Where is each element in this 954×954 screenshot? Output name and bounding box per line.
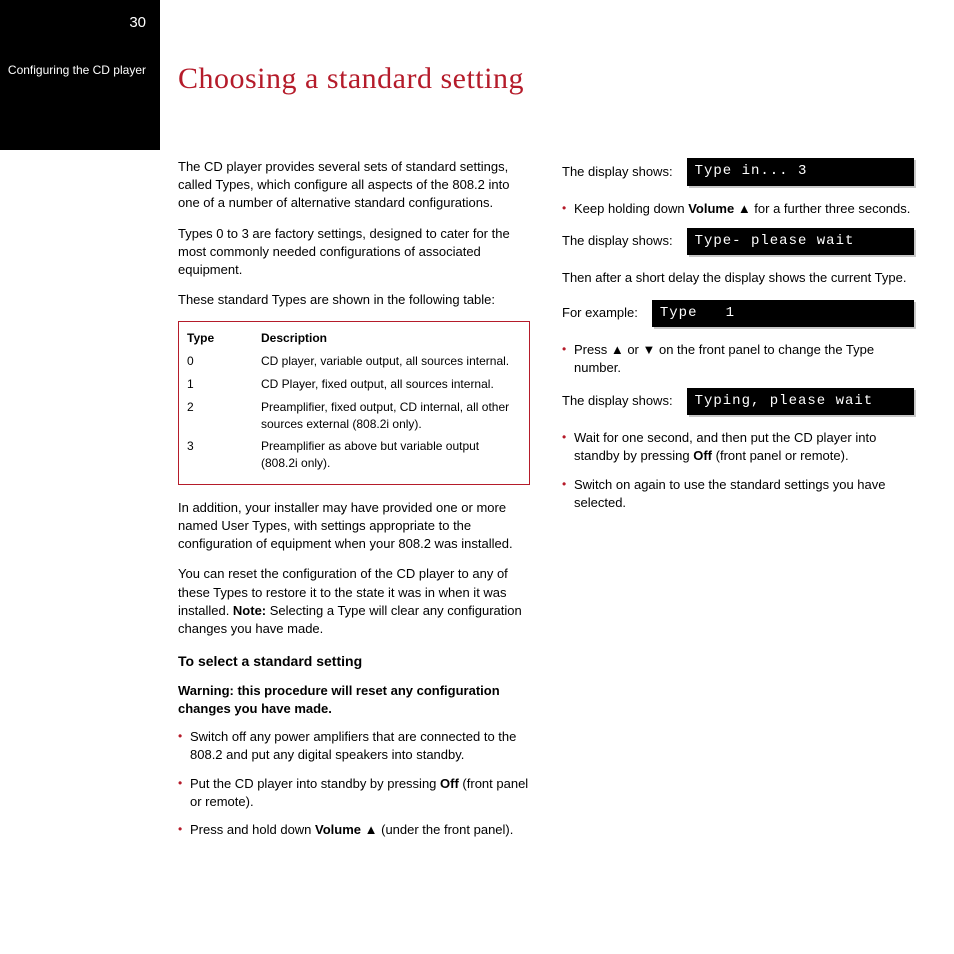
display-row: The display shows: Typing, please wait	[562, 388, 914, 416]
list-item-text: Switch on again to use the standard sett…	[574, 476, 914, 512]
list-item: • Put the CD player into standby by pres…	[178, 775, 530, 811]
display-row: For example: Type 1	[562, 300, 914, 328]
list-item-text: Wait for one second, and then put the CD…	[574, 429, 914, 465]
intro-paragraph: The CD player provides several sets of s…	[178, 158, 530, 213]
display-screen: Type in... 3	[687, 158, 914, 186]
list-item-text: Press ▲ or ▼ on the front panel to chang…	[574, 341, 914, 377]
display-label: The display shows:	[562, 392, 673, 410]
table-cell-description: Preamplifier as above but variable outpu…	[261, 436, 521, 476]
text-span: ▲ (under the front panel).	[361, 822, 513, 837]
intro-paragraph: Types 0 to 3 are factory settings, desig…	[178, 225, 530, 280]
display-screen: Type- please wait	[687, 228, 914, 256]
main-content: Choosing a standard setting The CD playe…	[178, 0, 954, 849]
text-span: Put the CD player into standby by pressi…	[190, 776, 440, 791]
list-item: • Press ▲ or ▼ on the front panel to cha…	[562, 341, 914, 377]
bullet-icon: •	[178, 821, 190, 838]
display-screen: Typing, please wait	[687, 388, 914, 416]
table-header-type: Type	[187, 328, 261, 351]
display-label: The display shows:	[562, 163, 673, 181]
bullet-icon: •	[562, 341, 574, 358]
types-table-inner: Type Description 0 CD player, variable o…	[187, 328, 521, 476]
bullet-icon: •	[562, 200, 574, 217]
bold-label: Volume	[315, 822, 361, 837]
table-cell-description: CD Player, fixed output, all sources int…	[261, 374, 521, 397]
left-column: The CD player provides several sets of s…	[178, 158, 530, 849]
list-item: • Switch on again to use the standard se…	[562, 476, 914, 512]
subheading: To select a standard setting	[178, 652, 530, 672]
intro-paragraph: These standard Types are shown in the fo…	[178, 291, 530, 309]
page: 30 Configuring the CD player Choosing a …	[0, 0, 954, 954]
bold-label: Volume	[688, 201, 734, 216]
list-item: • Keep holding down Volume ▲ for a furth…	[562, 200, 914, 218]
table-row: 2 Preamplifier, fixed output, CD interna…	[187, 397, 521, 437]
table-cell-type: 2	[187, 397, 261, 437]
table-cell-type: 0	[187, 351, 261, 374]
table-cell-type: 3	[187, 436, 261, 476]
note-bold: Note:	[233, 603, 266, 618]
text-span: ▲ for a further three seconds.	[734, 201, 910, 216]
display-screen: Type 1	[652, 300, 914, 328]
table-row: 0 CD player, variable output, all source…	[187, 351, 521, 374]
bullet-icon: •	[178, 775, 190, 792]
sidebar: 30 Configuring the CD player	[0, 0, 160, 150]
list-item-text: Press and hold down Volume ▲ (under the …	[190, 821, 530, 839]
table-header-description: Description	[261, 328, 521, 351]
display-row: The display shows: Type in... 3	[562, 158, 914, 186]
types-table: Type Description 0 CD player, variable o…	[178, 321, 530, 485]
list-item: • Press and hold down Volume ▲ (under th…	[178, 821, 530, 839]
bullet-icon: •	[562, 476, 574, 493]
text-span: Keep holding down	[574, 201, 688, 216]
bold-label: Off	[693, 448, 712, 463]
list-item-text: Put the CD player into standby by pressi…	[190, 775, 530, 811]
table-cell-type: 1	[187, 374, 261, 397]
table-cell-description: CD player, variable output, all sources …	[261, 351, 521, 374]
list-item: • Switch off any power amplifiers that a…	[178, 728, 530, 764]
warning-text: Warning: this procedure will reset any c…	[178, 682, 530, 718]
body-paragraph: In addition, your installer may have pro…	[178, 499, 530, 554]
page-number: 30	[0, 12, 146, 33]
page-title: Choosing a standard setting	[178, 58, 914, 100]
display-row: The display shows: Type- please wait	[562, 228, 914, 256]
body-paragraph: Then after a short delay the display sho…	[562, 269, 914, 287]
body-paragraph: You can reset the configuration of the C…	[178, 565, 530, 638]
table-row: 3 Preamplifier as above but variable out…	[187, 436, 521, 476]
list-item: • Wait for one second, and then put the …	[562, 429, 914, 465]
text-span: (front panel or remote).	[712, 448, 849, 463]
bullet-icon: •	[178, 728, 190, 745]
display-label: The display shows:	[562, 232, 673, 250]
table-header-row: Type Description	[187, 328, 521, 351]
bold-label: Off	[440, 776, 459, 791]
right-column: The display shows: Type in... 3 • Keep h…	[562, 158, 914, 849]
columns: The CD player provides several sets of s…	[178, 158, 914, 849]
list-item-text: Switch off any power amplifiers that are…	[190, 728, 530, 764]
table-cell-description: Preamplifier, fixed output, CD internal,…	[261, 397, 521, 437]
text-span: Press and hold down	[190, 822, 315, 837]
list-item-text: Keep holding down Volume ▲ for a further…	[574, 200, 914, 218]
table-row: 1 CD Player, fixed output, all sources i…	[187, 374, 521, 397]
section-name: Configuring the CD player	[0, 63, 146, 79]
bullet-icon: •	[562, 429, 574, 446]
display-label: For example:	[562, 304, 638, 322]
